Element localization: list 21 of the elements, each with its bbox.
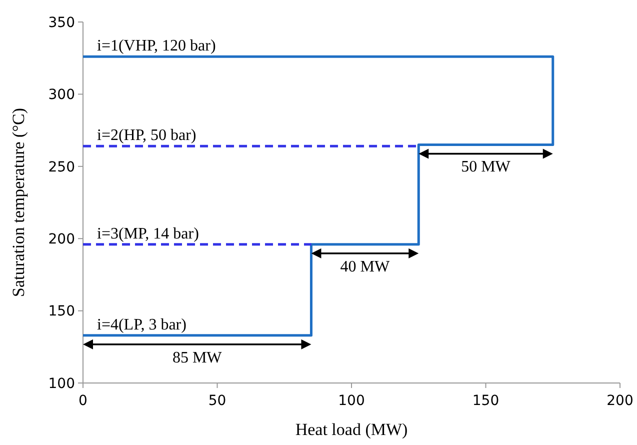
y-tick-label: 100 xyxy=(48,376,75,392)
y-tick-label: 250 xyxy=(48,159,75,176)
annotation: 85 MW xyxy=(172,349,223,366)
line-series xyxy=(82,55,554,337)
annotation: 40 MW xyxy=(340,258,390,276)
y-tick-label: 300 xyxy=(48,87,75,104)
y-axis-title: Saturation temperature (°C) xyxy=(9,108,28,298)
x-tick-label: 0 xyxy=(78,393,88,409)
annotation: i=2(HP, 50 bar) xyxy=(97,127,196,144)
annotation: i=1(VHP, 120 bar) xyxy=(97,38,216,55)
annotation: i=4(LP, 3 bar) xyxy=(97,316,186,334)
y-tick-label: 150 xyxy=(48,304,75,320)
y-tick-label: 200 xyxy=(48,232,75,248)
x-axis-title: Heat load (MW) xyxy=(295,420,408,439)
x-tick-label: 150 xyxy=(472,393,500,409)
annotation: i=3(MP, 14 bar) xyxy=(97,225,199,242)
annotation: 50 MW xyxy=(461,158,512,176)
y-tick-label: 350 xyxy=(48,14,75,31)
x-tick-label: 50 xyxy=(208,393,226,409)
x-tick-label: 100 xyxy=(338,393,365,409)
x-tick-label: 200 xyxy=(606,393,634,409)
